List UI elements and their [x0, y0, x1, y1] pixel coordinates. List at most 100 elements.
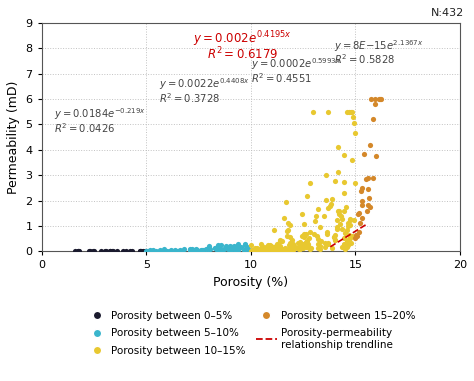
Point [178, 248, 186, 254]
Point [270, 244, 277, 250]
Point [294, 240, 301, 246]
Point [296, 242, 304, 248]
Point [175, 248, 182, 254]
Text: $y = 0.0002e^{0.5993x}$: $y = 0.0002e^{0.5993x}$ [251, 56, 341, 72]
Point [206, 246, 214, 252]
Point [302, 244, 310, 250]
Point [289, 244, 296, 250]
Point [358, 188, 365, 194]
Point [211, 245, 219, 251]
Point [282, 245, 289, 251]
Point [364, 186, 372, 192]
Point [283, 199, 290, 205]
Point [128, 248, 136, 254]
Point [74, 248, 82, 255]
Point [346, 222, 353, 228]
Point [261, 245, 269, 251]
Point [358, 185, 366, 191]
Point [186, 246, 193, 252]
Point [355, 210, 363, 216]
Point [160, 248, 168, 254]
Point [300, 234, 308, 240]
Point [264, 247, 272, 253]
Point [180, 247, 187, 253]
Point [324, 205, 331, 211]
Point [263, 246, 270, 252]
Point [250, 247, 257, 253]
Point [300, 221, 308, 227]
Point [71, 248, 79, 254]
Point [259, 246, 266, 252]
Point [320, 213, 328, 219]
Point [300, 241, 307, 247]
Point [317, 246, 324, 252]
Point [322, 172, 330, 178]
Point [331, 237, 339, 243]
Point [354, 211, 361, 217]
Point [340, 190, 347, 196]
Point [347, 233, 355, 239]
Point [314, 241, 322, 247]
Point [324, 229, 331, 235]
Point [316, 224, 323, 230]
Point [139, 248, 146, 254]
Point [340, 235, 348, 241]
Point [333, 217, 341, 223]
Point [325, 109, 332, 115]
Point [146, 248, 154, 254]
Point [150, 247, 157, 253]
Point [340, 208, 348, 214]
Text: $R^2 = 0.5828$: $R^2 = 0.5828$ [335, 53, 395, 66]
Point [171, 247, 179, 253]
Text: $R^2 = 0.6179$: $R^2 = 0.6179$ [207, 45, 278, 62]
Point [307, 245, 315, 251]
Point [143, 248, 151, 254]
Point [263, 246, 271, 252]
Point [277, 237, 284, 243]
Point [335, 211, 342, 218]
Point [270, 247, 277, 253]
Point [158, 248, 165, 254]
Point [191, 248, 199, 254]
Point [344, 223, 352, 229]
Point [272, 247, 280, 253]
Point [355, 229, 363, 235]
Point [325, 241, 332, 247]
Point [298, 243, 305, 250]
Point [214, 242, 221, 248]
Point [344, 220, 352, 226]
Point [197, 247, 205, 253]
Point [275, 247, 283, 253]
Text: $R^2 = 0.4551$: $R^2 = 0.4551$ [251, 71, 311, 85]
Point [229, 245, 237, 251]
Point [347, 109, 355, 115]
Text: $R^2 = 0.0426$: $R^2 = 0.0426$ [54, 121, 115, 135]
Text: $y = 0.0022e^{0.4408x}$: $y = 0.0022e^{0.4408x}$ [159, 77, 249, 93]
Point [296, 239, 304, 245]
Point [281, 215, 288, 221]
Point [306, 180, 313, 186]
Point [283, 233, 291, 239]
Point [306, 246, 313, 252]
Point [331, 232, 338, 239]
Point [242, 245, 250, 251]
Point [272, 243, 280, 250]
Point [343, 244, 351, 250]
Point [285, 242, 292, 248]
Point [276, 238, 283, 244]
Point [202, 246, 210, 252]
Point [289, 247, 296, 253]
Point [119, 248, 127, 254]
Point [292, 244, 299, 250]
Point [361, 151, 368, 157]
Point [343, 204, 350, 210]
Point [253, 245, 261, 251]
Point [338, 216, 346, 223]
Point [338, 244, 346, 250]
Point [106, 248, 113, 254]
Point [307, 229, 314, 235]
Point [284, 227, 292, 233]
Point [328, 245, 336, 251]
Point [101, 248, 109, 254]
Y-axis label: Permeability (mD): Permeability (mD) [7, 80, 20, 194]
